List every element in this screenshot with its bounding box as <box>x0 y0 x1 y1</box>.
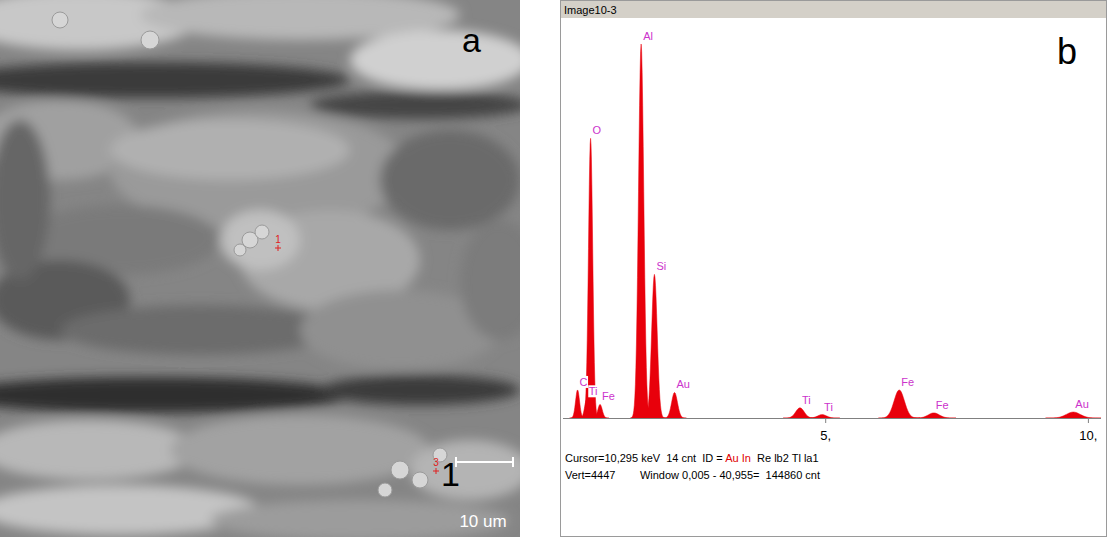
scale-bar <box>456 457 513 467</box>
peak-label: Fe <box>936 399 949 411</box>
label-patch <box>656 260 667 272</box>
sem-feature <box>60 305 340 355</box>
peak-label: Ti <box>802 394 811 406</box>
peak-label: Fe <box>602 390 615 402</box>
sem-particle <box>141 31 159 49</box>
status-line: Vert=4447 Window 0,005 - 40,955= 144860 … <box>565 469 820 481</box>
window-title: Image10-3 <box>564 4 617 16</box>
cursor-text: Cursor=10,295 keV 14 cnt ID = <box>565 452 725 464</box>
peak-label: C <box>580 376 588 388</box>
sem-feature <box>0 62 350 98</box>
peak-label: Si <box>656 260 666 272</box>
label-patch <box>592 124 602 136</box>
title-bar <box>561 1 1106 18</box>
label-patch <box>588 385 598 397</box>
peaks <box>570 44 1101 418</box>
sem-feature <box>410 440 520 500</box>
sem-image <box>0 0 520 537</box>
peak <box>783 408 817 418</box>
peak-label: Ti <box>589 385 598 397</box>
label-patch <box>901 376 915 388</box>
spot-label: 3 <box>433 457 439 468</box>
peak <box>643 274 665 418</box>
x-tick <box>1088 418 1089 423</box>
sem-particle <box>391 461 409 479</box>
peak <box>878 390 920 418</box>
peak <box>663 393 687 419</box>
peak <box>1046 412 1101 418</box>
sem-particle <box>255 225 269 239</box>
label-patch <box>579 376 588 388</box>
peak-label: Au <box>677 378 690 390</box>
sem-feature <box>210 500 510 537</box>
spot-marker <box>433 468 439 474</box>
label-patch <box>643 30 654 42</box>
peak-label: O <box>593 124 602 136</box>
label-patch <box>801 394 811 406</box>
sem-particle <box>412 472 428 488</box>
peak-label: Fe <box>901 376 914 388</box>
x-tick <box>825 418 826 423</box>
spot-label: 1 <box>275 234 281 245</box>
sem-feature <box>320 375 520 405</box>
sem-feature <box>220 210 300 270</box>
peak-label: Ti <box>824 401 833 413</box>
panel-letter: a <box>462 21 481 59</box>
sem-feature <box>310 91 520 119</box>
peak <box>804 415 839 418</box>
x-tick-label: 10, <box>1079 428 1097 443</box>
window-frame <box>561 1 1107 537</box>
peak <box>631 44 652 418</box>
figure: 13a110 umImage10-35,10,CTiOFeAlSiAuTiTiF… <box>0 0 1107 537</box>
panel-letter: b <box>1057 31 1077 72</box>
label-patch <box>935 399 949 411</box>
sem-feature <box>170 415 430 485</box>
peak <box>912 413 956 418</box>
label-patch <box>1075 398 1089 410</box>
peak <box>591 404 609 418</box>
sem-feature <box>0 377 350 413</box>
sem-feature <box>110 120 350 180</box>
peak-label: Al <box>643 30 653 42</box>
x-tick-label: 5, <box>820 428 831 443</box>
sem-particle <box>234 244 246 256</box>
x-axis <box>563 418 1101 419</box>
spot-marker <box>275 245 281 251</box>
scale-bar-label: 10 um <box>459 512 506 531</box>
sem-texture <box>0 0 520 537</box>
sem-feature <box>350 30 520 90</box>
cursor-line: Cursor=10,295 keV 14 cnt ID = Au In Re l… <box>565 452 819 464</box>
sem-feature <box>460 220 520 340</box>
cursor-text: Au In <box>725 452 751 464</box>
sem-particle <box>52 12 68 28</box>
point-label: 1 <box>441 455 460 493</box>
label-patch <box>676 378 690 390</box>
label-patch <box>602 390 616 402</box>
sem-feature <box>0 120 50 280</box>
cursor-text: Re lb2 Tl la1 <box>751 452 819 464</box>
peak-label: Au <box>1075 398 1088 410</box>
label-patch <box>824 401 834 413</box>
sem-particle <box>378 483 392 497</box>
sem-feature <box>380 130 520 230</box>
